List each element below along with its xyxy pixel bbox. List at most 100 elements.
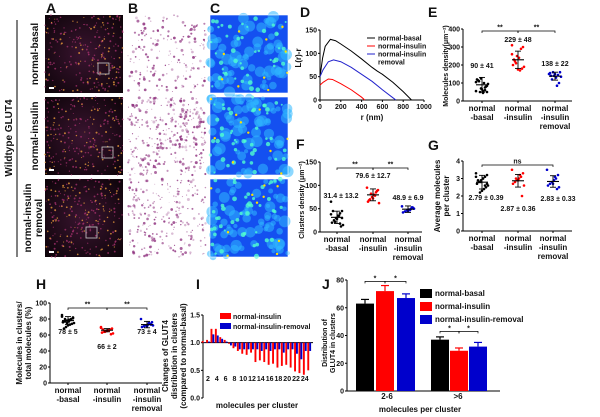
image-panels: normal-basalnormal-insulinnormal-insulin…	[23, 11, 294, 261]
data-point	[476, 79, 480, 82]
molecule-dot	[113, 250, 116, 253]
molecule-dot	[86, 98, 88, 100]
molecule-dot	[99, 74, 101, 76]
cluster-dot	[142, 169, 145, 172]
data-point	[71, 316, 75, 320]
legend-swatch	[220, 313, 231, 319]
molecule-dot	[119, 165, 121, 168]
cluster-dot	[127, 55, 129, 57]
cluster-dot	[130, 228, 132, 230]
molecule-dot	[101, 39, 104, 42]
image-border	[209, 14, 289, 94]
cluster-dot	[186, 198, 190, 202]
bar	[450, 350, 468, 391]
significance-bracket	[481, 164, 554, 167]
molecule-dot	[57, 161, 59, 163]
density-peak	[262, 76, 266, 79]
molecule-dot	[91, 201, 93, 204]
cluster-dot	[185, 144, 187, 146]
cluster-dot	[175, 200, 179, 204]
cluster-dot	[136, 101, 138, 103]
density-blob	[235, 217, 240, 222]
mean-sd-label: 90 ± 41	[470, 63, 493, 70]
molecule-dot	[118, 56, 121, 59]
cluster-dot	[150, 236, 154, 240]
density-blob	[252, 147, 257, 153]
density-blob	[253, 43, 262, 52]
cluster-dot	[141, 119, 143, 121]
cluster-dot	[128, 138, 130, 140]
cluster-dot	[197, 115, 201, 119]
molecule-dot	[100, 249, 102, 251]
cluster-dot	[178, 160, 182, 164]
cluster-dot	[189, 28, 193, 31]
molecule-dot	[52, 156, 55, 158]
cluster-dot	[174, 124, 177, 128]
molecule-dot	[65, 110, 67, 113]
molecule-dot	[45, 155, 47, 158]
cluster-dot	[146, 144, 149, 147]
molecule-dot	[110, 56, 112, 58]
molecule-dot	[104, 28, 107, 31]
molecule-dot	[98, 181, 100, 183]
cluster-dot	[138, 162, 140, 164]
panel-letter-b: B	[128, 0, 138, 16]
molecule-dot	[50, 99, 53, 102]
density-blob	[219, 126, 224, 131]
data-point	[475, 182, 479, 186]
density-blob	[244, 93, 254, 102]
molecule-dot	[110, 108, 112, 110]
panel-letter-g: G	[428, 137, 439, 153]
density-blob	[231, 94, 242, 105]
molecule-dot	[92, 106, 94, 108]
molecule-dot	[97, 170, 99, 172]
molecule-dot	[45, 245, 48, 248]
cluster-dot	[196, 83, 199, 86]
cluster-dot	[171, 116, 174, 119]
density-blob	[282, 195, 289, 203]
cluster-dot	[183, 243, 185, 245]
y-tick-label: 0	[340, 389, 344, 396]
cluster-dot	[188, 75, 192, 78]
molecule-dot	[44, 86, 46, 88]
molecule-dot	[71, 158, 74, 160]
molecule-dot	[108, 114, 110, 117]
density-blob	[232, 180, 237, 185]
density-blob	[217, 25, 220, 29]
cluster-dot	[180, 255, 182, 257]
molecule-dot	[93, 58, 95, 60]
cluster-dot	[187, 179, 190, 182]
density-blob	[226, 224, 231, 229]
molecule-dot	[47, 32, 49, 34]
molecule-dot	[98, 151, 101, 154]
cluster-dot	[183, 117, 186, 120]
molecule-dot	[54, 182, 57, 185]
row-label: normal-insulin	[30, 102, 41, 171]
molecule-dot	[52, 105, 55, 108]
density-blob	[207, 25, 215, 33]
category-label: -basal	[56, 395, 79, 404]
cluster-dot	[150, 37, 152, 39]
molecule-dot	[95, 22, 98, 24]
cluster-dot	[184, 242, 186, 244]
cluster-dot	[188, 144, 192, 148]
molecule-dot	[75, 74, 77, 76]
molecule-dot	[45, 58, 47, 60]
data-point	[367, 198, 371, 202]
molecule-dot	[52, 137, 55, 140]
molecule-dot	[88, 148, 90, 150]
molecule-dot	[109, 40, 112, 43]
cluster-dot	[139, 73, 142, 76]
cluster-dot	[159, 139, 162, 142]
bar	[307, 342, 310, 371]
cluster-dot	[130, 113, 133, 115]
category-label: -insulin	[541, 113, 570, 122]
density-blob	[269, 237, 275, 242]
cluster-dot	[191, 119, 193, 121]
data-point	[474, 89, 478, 93]
cluster-dot	[129, 57, 132, 61]
data-point	[546, 184, 550, 187]
cluster-dot	[201, 43, 202, 44]
molecule-dot	[100, 53, 103, 56]
molecule-dot	[90, 27, 92, 30]
